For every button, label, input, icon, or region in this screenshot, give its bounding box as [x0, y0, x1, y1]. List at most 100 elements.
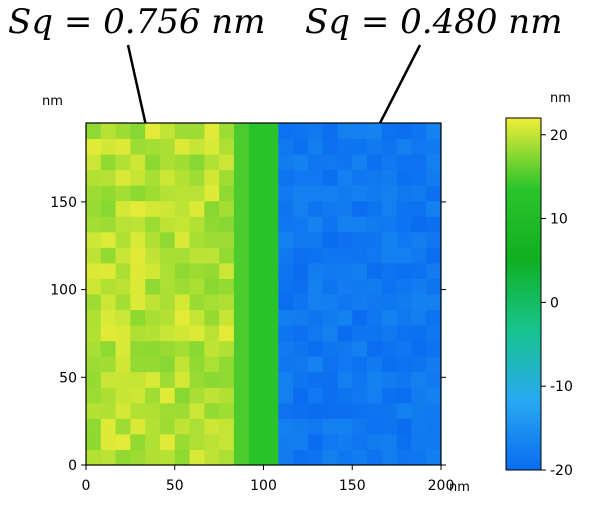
heatmap-cell: [145, 356, 161, 373]
heatmap-cell: [248, 154, 264, 171]
heatmap-cell: [411, 138, 427, 155]
heatmap-cell: [86, 138, 102, 155]
heatmap-cell: [86, 247, 102, 264]
heatmap-cell: [278, 356, 294, 373]
heatmap-cell: [367, 262, 383, 279]
heatmap-cell: [159, 278, 176, 295]
heatmap-cell: [337, 418, 353, 435]
heatmap-cell: [396, 433, 412, 450]
heatmap-cell: [263, 356, 279, 373]
heatmap-cell: [100, 247, 117, 264]
heatmap-cell: [204, 216, 220, 233]
heatmap-cell: [248, 278, 264, 295]
heatmap-cell: [219, 138, 235, 155]
heatmap-cell: [159, 231, 176, 248]
heatmap-cell: [189, 185, 205, 202]
heatmap-cell: [322, 387, 338, 404]
heatmap-cell: [159, 185, 176, 202]
heatmap-cell: [86, 262, 102, 279]
heatmap-cell: [367, 294, 383, 311]
heatmap-cell: [174, 325, 191, 342]
heatmap-cell: [86, 340, 102, 357]
heatmap-cell: [219, 309, 235, 326]
heatmap-cell: [130, 325, 146, 342]
annotation-sq-left: Sq = 0.756 nm: [8, 2, 265, 42]
heatmap-cell: [115, 340, 131, 357]
heatmap-cell: [352, 138, 368, 155]
heatmap-cell: [219, 262, 235, 279]
heatmap-cell: [307, 371, 324, 388]
heatmap-cell: [426, 169, 442, 186]
heatmap-cell: [263, 247, 279, 264]
x-tick-label: 200: [428, 478, 455, 494]
heatmap-cell: [396, 449, 412, 466]
heatmap-cell: [307, 325, 324, 342]
heatmap-cell: [219, 433, 235, 450]
heatmap-cell: [337, 123, 353, 140]
colorbar-tick-label: 10: [550, 212, 568, 228]
heatmap-cell: [233, 449, 250, 466]
heatmap-cell: [396, 325, 412, 342]
heatmap-cell: [426, 138, 442, 155]
heatmap-cell: [322, 340, 338, 357]
x-tick-label: 0: [82, 478, 91, 494]
heatmap-cell: [352, 387, 368, 404]
heatmap-cell: [115, 123, 131, 140]
y-tick-label: 0: [68, 458, 77, 474]
y-tick-label: 100: [50, 283, 77, 299]
heatmap-cell: [381, 325, 398, 342]
colorbar-tick-label: -20: [550, 463, 573, 479]
heatmap-cell: [293, 200, 309, 217]
heatmap-cell: [426, 356, 442, 373]
heatmap-cell: [307, 138, 324, 155]
heatmap-cell: [278, 418, 294, 435]
heatmap-cell: [411, 433, 427, 450]
heatmap-cell: [204, 185, 220, 202]
heatmap-cell: [396, 340, 412, 357]
heatmap-cell: [115, 325, 131, 342]
heatmap-cell: [130, 309, 146, 326]
heatmap-cell: [381, 278, 398, 295]
heatmap-cell: [263, 387, 279, 404]
heatmap-cell: [293, 278, 309, 295]
heatmap-cell: [322, 216, 338, 233]
heatmap-cell: [322, 262, 338, 279]
heatmap-cell: [381, 231, 398, 248]
heatmap-cell: [86, 433, 102, 450]
heatmap-cell: [204, 387, 220, 404]
heatmap-cell: [381, 433, 398, 450]
heatmap-cell: [293, 247, 309, 264]
heatmap-cell: [352, 200, 368, 217]
heatmap-cell: [263, 418, 279, 435]
heatmap-cell: [233, 356, 250, 373]
heatmap-cell: [367, 418, 383, 435]
heatmap-cell: [115, 356, 131, 373]
heatmap-cell: [204, 402, 220, 419]
heatmap-cell: [248, 262, 264, 279]
heatmap-cell: [130, 247, 146, 264]
heatmap-cell: [204, 278, 220, 295]
heatmap-cell: [293, 402, 309, 419]
heatmap-cell: [248, 138, 264, 155]
heatmap-cell: [204, 449, 220, 466]
heatmap-cell: [100, 371, 117, 388]
heatmap-cell: [426, 309, 442, 326]
heatmap-cell: [189, 216, 205, 233]
heatmap-cell: [219, 449, 235, 466]
heatmap-cell: [219, 356, 235, 373]
heatmap-cell: [263, 138, 279, 155]
heatmap-cell: [411, 231, 427, 248]
heatmap-cell: [426, 154, 442, 171]
heatmap-cell: [293, 262, 309, 279]
heatmap-cell: [145, 325, 161, 342]
heatmap-cell: [307, 433, 324, 450]
heatmap-cell: [278, 200, 294, 217]
heatmap-cell: [367, 169, 383, 186]
heatmap-cell: [130, 123, 146, 140]
heatmap-cell: [411, 418, 427, 435]
heatmap-cell: [396, 309, 412, 326]
heatmap-cell: [159, 371, 176, 388]
heatmap-cell: [337, 154, 353, 171]
heatmap-cell: [189, 449, 205, 466]
heatmap-cell: [352, 231, 368, 248]
